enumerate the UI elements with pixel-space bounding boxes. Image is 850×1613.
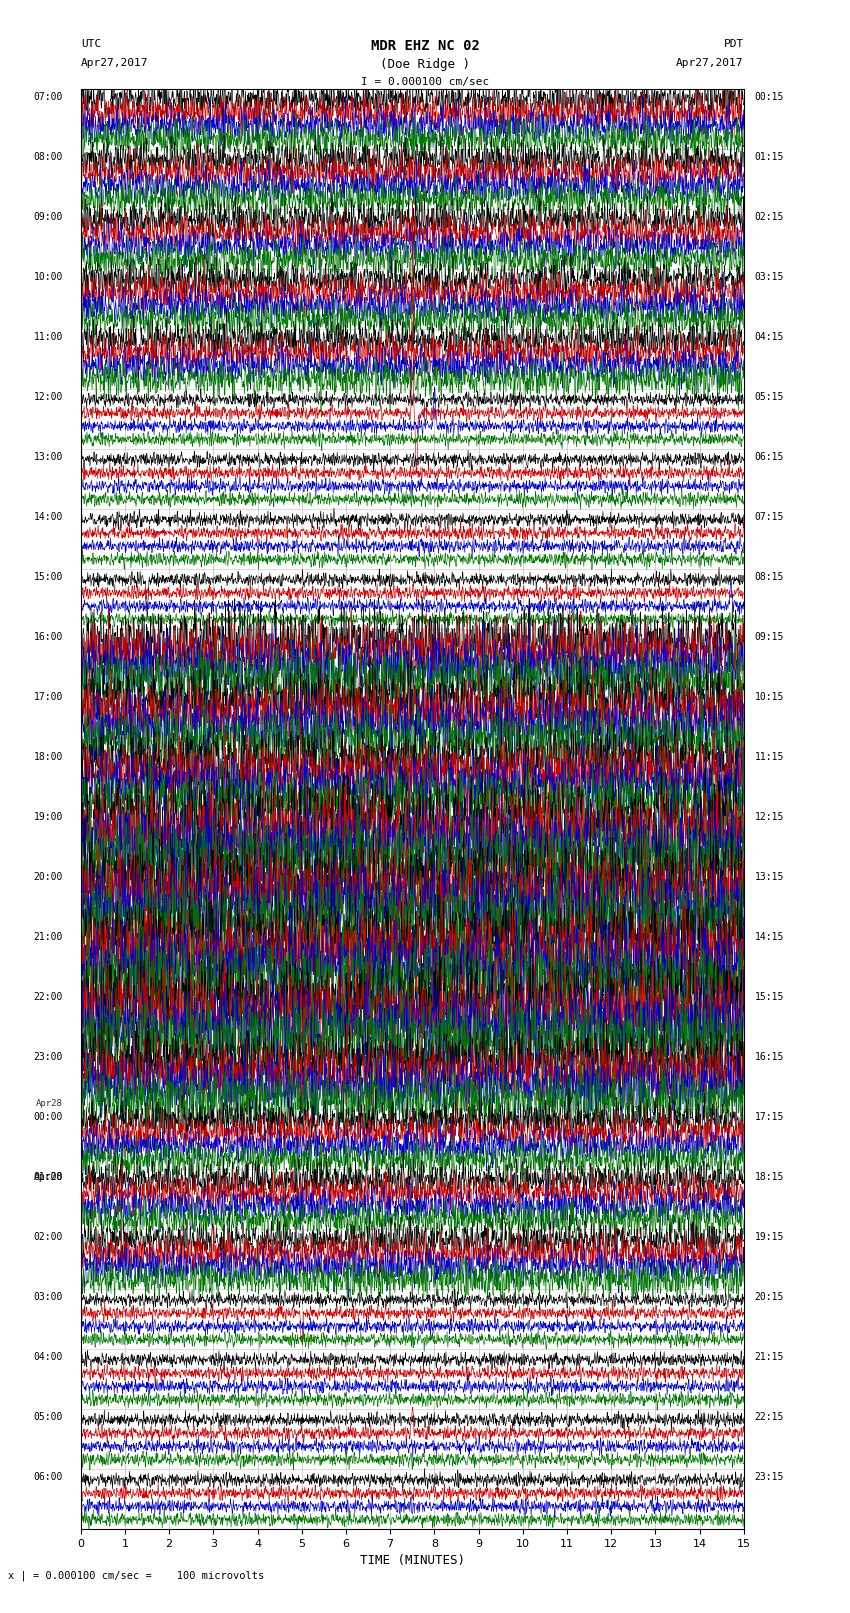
Text: 13:00: 13:00 (34, 452, 63, 461)
Text: I = 0.000100 cm/sec: I = 0.000100 cm/sec (361, 77, 489, 87)
Text: 11:00: 11:00 (34, 332, 63, 342)
Text: 03:00: 03:00 (34, 1292, 63, 1302)
Text: 22:15: 22:15 (755, 1411, 785, 1423)
Text: 06:15: 06:15 (755, 452, 785, 461)
Text: 23:00: 23:00 (34, 1052, 63, 1061)
Text: x | = 0.000100 cm/sec =    100 microvolts: x | = 0.000100 cm/sec = 100 microvolts (8, 1569, 264, 1581)
Text: 19:00: 19:00 (34, 811, 63, 823)
Text: Apr28: Apr28 (37, 1098, 63, 1108)
Text: 01:00: 01:00 (34, 1173, 63, 1182)
Text: 17:00: 17:00 (34, 692, 63, 702)
Text: UTC: UTC (81, 39, 101, 48)
Text: 02:15: 02:15 (755, 211, 785, 221)
Text: 20:00: 20:00 (34, 873, 63, 882)
Text: 17:15: 17:15 (755, 1111, 785, 1123)
Text: 08:00: 08:00 (34, 152, 63, 161)
Text: 12:00: 12:00 (34, 392, 63, 402)
Text: 10:00: 10:00 (34, 271, 63, 282)
X-axis label: TIME (MINUTES): TIME (MINUTES) (360, 1555, 465, 1568)
Text: 14:00: 14:00 (34, 511, 63, 523)
Text: Apr27,2017: Apr27,2017 (677, 58, 744, 68)
Text: 00:00: 00:00 (34, 1111, 63, 1123)
Text: Apr28: Apr28 (34, 1173, 63, 1182)
Text: 04:00: 04:00 (34, 1352, 63, 1361)
Text: 21:00: 21:00 (34, 932, 63, 942)
Text: 07:15: 07:15 (755, 511, 785, 523)
Text: 03:15: 03:15 (755, 271, 785, 282)
Text: 18:15: 18:15 (755, 1173, 785, 1182)
Text: 01:15: 01:15 (755, 152, 785, 161)
Text: 07:00: 07:00 (34, 92, 63, 102)
Text: MDR EHZ NC 02: MDR EHZ NC 02 (371, 39, 479, 53)
Text: PDT: PDT (723, 39, 744, 48)
Text: 23:15: 23:15 (755, 1473, 785, 1482)
Text: 11:15: 11:15 (755, 752, 785, 761)
Text: 20:15: 20:15 (755, 1292, 785, 1302)
Text: 05:15: 05:15 (755, 392, 785, 402)
Text: 02:00: 02:00 (34, 1232, 63, 1242)
Text: 13:15: 13:15 (755, 873, 785, 882)
Text: 04:15: 04:15 (755, 332, 785, 342)
Text: 08:15: 08:15 (755, 573, 785, 582)
Text: 22:00: 22:00 (34, 992, 63, 1002)
Text: 09:00: 09:00 (34, 211, 63, 221)
Text: 15:15: 15:15 (755, 992, 785, 1002)
Text: 16:15: 16:15 (755, 1052, 785, 1061)
Text: 18:00: 18:00 (34, 752, 63, 761)
Text: 10:15: 10:15 (755, 692, 785, 702)
Text: 15:00: 15:00 (34, 573, 63, 582)
Text: 21:15: 21:15 (755, 1352, 785, 1361)
Text: 12:15: 12:15 (755, 811, 785, 823)
Text: 05:00: 05:00 (34, 1411, 63, 1423)
Text: (Doe Ridge ): (Doe Ridge ) (380, 58, 470, 71)
Text: Apr27,2017: Apr27,2017 (81, 58, 148, 68)
Text: 14:15: 14:15 (755, 932, 785, 942)
Text: 16:00: 16:00 (34, 632, 63, 642)
Text: 19:15: 19:15 (755, 1232, 785, 1242)
Text: 06:00: 06:00 (34, 1473, 63, 1482)
Text: 00:15: 00:15 (755, 92, 785, 102)
Text: 09:15: 09:15 (755, 632, 785, 642)
